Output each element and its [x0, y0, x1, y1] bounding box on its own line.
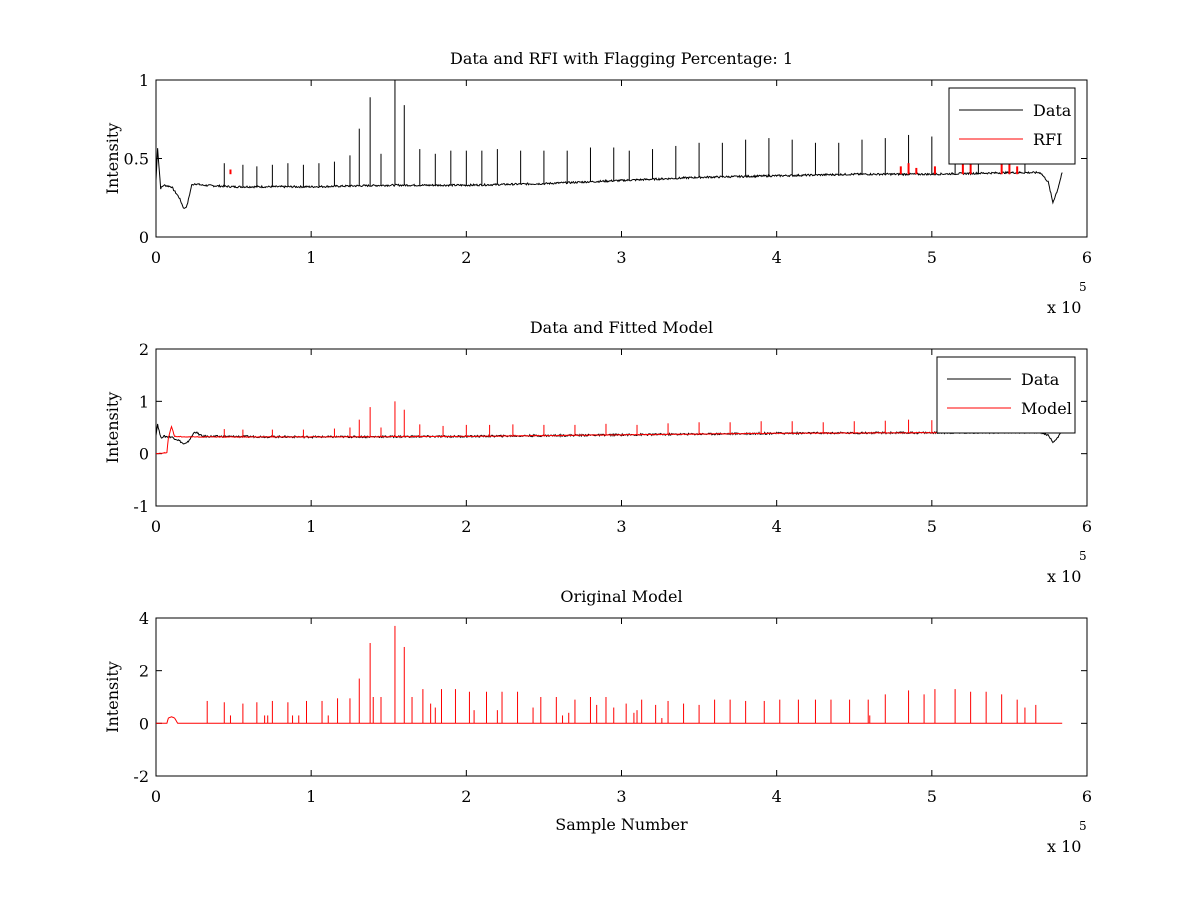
x-tick-label: 2	[461, 248, 471, 267]
x-tick-label: 5	[927, 517, 937, 536]
legend-box	[948, 87, 1076, 165]
y-tick-label: 0	[139, 228, 149, 247]
x-tick-label: 3	[616, 248, 626, 267]
y-axis-label: Intensity	[103, 123, 122, 195]
chart-title: Data and RFI with Flagging Percentage: 1	[450, 49, 793, 68]
x-multiplier-exponent: 5	[1079, 549, 1087, 563]
x-multiplier: x 10	[1047, 567, 1081, 586]
x-tick-label: 6	[1082, 248, 1092, 267]
y-tick-label: 2	[139, 662, 149, 681]
y-tick-label: 0	[139, 445, 149, 464]
x-tick-label: 0	[151, 517, 161, 536]
y-axis-label: Intensity	[103, 661, 122, 733]
series-model	[156, 625, 1063, 724]
x-tick-label: 2	[461, 517, 471, 536]
chart-title: Data and Fitted Model	[530, 318, 713, 337]
legend-label: RFI	[1033, 130, 1062, 149]
series-model	[156, 401, 1057, 455]
x-tick-label: 5	[927, 248, 937, 267]
y-tick-label: 2	[139, 340, 149, 359]
legend-label: Model	[1021, 399, 1072, 418]
legend: Data RFI	[948, 87, 1076, 165]
legend-label: Data	[1033, 101, 1072, 120]
y-tick-label: 1	[139, 71, 149, 90]
legend-label: Data	[1021, 370, 1060, 389]
series-line	[156, 148, 1063, 209]
x-tick-label: 6	[1082, 517, 1092, 536]
plot-area	[156, 625, 1063, 724]
x-tick-label: 4	[772, 248, 782, 267]
x-tick-label: 1	[306, 248, 316, 267]
y-tick-label: -1	[133, 497, 149, 516]
x-multiplier: x 10	[1047, 298, 1081, 317]
y-tick-label: 0.5	[124, 150, 149, 169]
x-tick-label: 3	[616, 787, 626, 806]
chart-title: Original Model	[560, 587, 682, 606]
x-tick-label: 1	[306, 787, 316, 806]
legend-box	[936, 356, 1076, 434]
legend: Data Model	[936, 356, 1076, 434]
series-data	[156, 80, 1063, 209]
x-tick-label: 5	[927, 787, 937, 806]
y-tick-label: 4	[139, 609, 149, 628]
x-multiplier: x 10	[1047, 837, 1081, 856]
x-tick-label: 2	[461, 787, 471, 806]
y-axis-label: Intensity	[103, 392, 122, 464]
x-tick-label: 1	[306, 517, 316, 536]
plot-area	[156, 80, 1063, 209]
axes-box	[155, 617, 1088, 777]
y-tick-label: 1	[139, 392, 149, 411]
x-tick-label: 0	[151, 787, 161, 806]
x-tick-label: 4	[772, 517, 782, 536]
x-multiplier-exponent: 5	[1079, 819, 1087, 833]
y-tick-label: 0	[139, 714, 149, 733]
x-multiplier-exponent: 5	[1079, 280, 1087, 294]
x-tick-label: 6	[1082, 787, 1092, 806]
y-tick-label: -2	[133, 767, 149, 786]
plot-area	[156, 401, 1063, 455]
x-tick-label: 4	[772, 787, 782, 806]
subplot-1: 0 1 2 3 4 5 6 0 0.5 1 x 10 5 Data and RFI with Flagg…	[103, 49, 1092, 317]
series-line	[156, 716, 1063, 724]
x-tick-label: 0	[151, 248, 161, 267]
x-tick-label: 3	[616, 517, 626, 536]
x-axis-label: Sample Number	[555, 815, 688, 834]
axes-box	[155, 79, 1088, 238]
